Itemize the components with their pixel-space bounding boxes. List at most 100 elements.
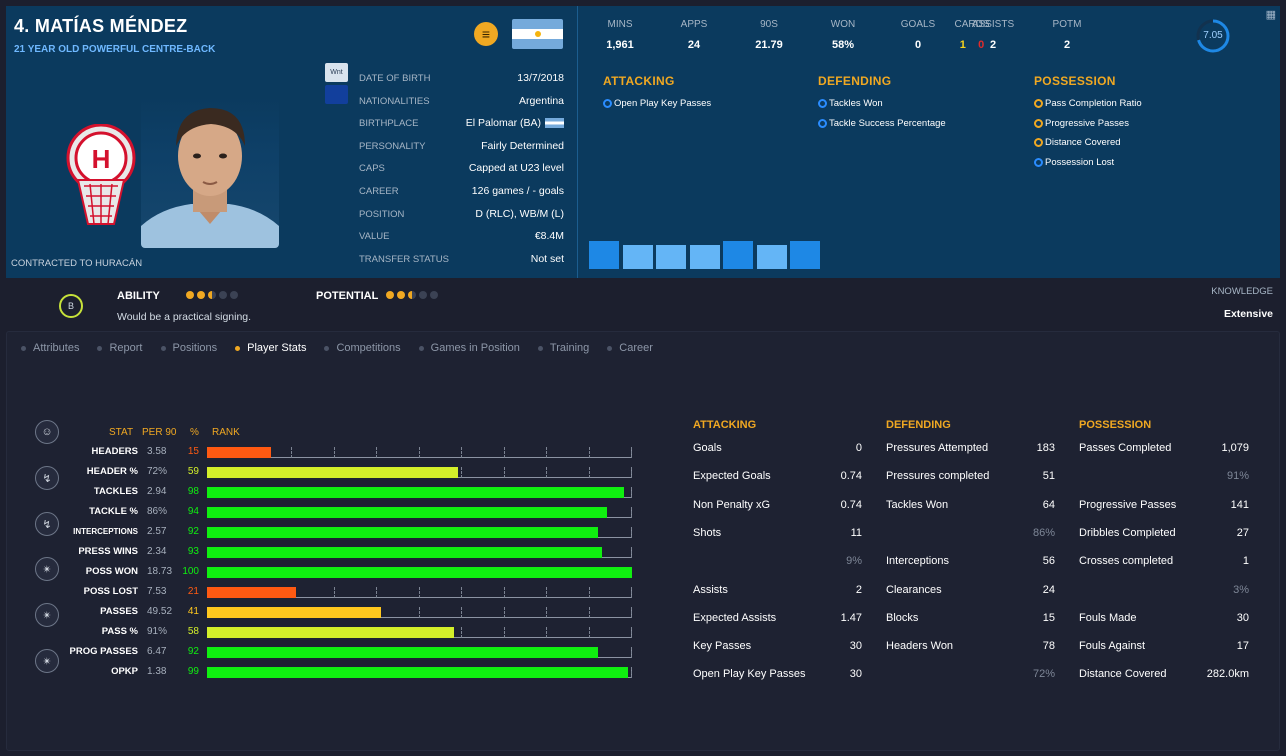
detail-stat-value: 64 [1042,498,1055,511]
rank-bar-fill[interactable] [207,627,454,638]
rank-bar-tick [376,587,377,598]
rank-bar-fill[interactable] [207,607,382,618]
form-bar[interactable] [790,241,820,269]
highlight-item[interactable]: Distance Covered [1034,137,1121,148]
rank-bar-track [207,567,632,578]
highlight-item[interactable]: Open Play Key Passes [603,98,711,109]
rank-per90-value: 18.73 [147,566,173,577]
rank-bar-fill[interactable] [207,447,271,458]
highlight-item[interactable]: Pass Completion Ratio [1034,98,1142,109]
rank-bar-fill[interactable] [207,647,598,658]
eu-flag-icon[interactable] [325,85,348,104]
rank-bar-fill[interactable] [207,567,632,578]
rank-stat-label: TACKLE % [89,506,138,517]
detail-stat-value: 183 [1036,442,1055,454]
detail-stat-value: 78 [1042,640,1055,653]
tab-career[interactable]: Career [607,342,653,354]
detail-stat-value: 0.74 [840,470,862,483]
tab-attributes[interactable]: Attributes [21,342,79,354]
rank-bar-tick [631,447,632,458]
highlight-dot-icon [1034,158,1043,168]
tab-training[interactable]: Training [537,342,589,354]
info-value: 126 games / - goals [471,185,564,197]
tab-label: Competitions [336,342,401,354]
progressive-pass-icon[interactable]: ✴ [35,649,59,673]
rank-bar-fill[interactable] [207,487,624,498]
ability-stars [186,291,238,299]
highlight-possession-title: POSSESSION [1034,74,1116,88]
passing-icon[interactable]: ✴ [35,603,59,627]
detail-stat-value: 56 [1042,555,1055,568]
rank-percentile-value: 92 [187,526,199,537]
tab-competitions[interactable]: Competitions [324,342,401,354]
rank-bar-fill[interactable] [207,547,603,558]
rank-per90-value: 1.38 [147,666,167,677]
col-rank-header: RANK [212,427,240,438]
highlight-dot-icon [1034,99,1043,108]
rank-bar-fill[interactable] [207,587,297,598]
highlight-item[interactable]: Progressive Passes [1034,118,1129,129]
knowledge-label: KNOWLEDGE [1211,286,1273,297]
rank-stat-label: PROG PASSES [69,646,138,657]
rank-bar-track [207,547,632,558]
club-crest-icon[interactable]: H [64,124,138,232]
form-bar[interactable] [589,241,619,269]
form-bar[interactable] [689,245,720,269]
detail-stat-label: Distance Covered [1079,668,1167,681]
rank-bar-tick [631,667,632,678]
highlight-item[interactable]: Possession Lost [1034,157,1114,168]
tackling-icon[interactable]: ↯ [35,512,59,536]
rank-bar-track [207,647,632,658]
player-profile-icon[interactable]: ☺ [35,420,59,444]
rank-bar-fill[interactable] [207,467,458,478]
rank-percentile-value: 15 [187,446,199,457]
rank-bar-tick [588,467,590,478]
rank-bar-tick [546,447,547,458]
rank-percentile-value: 92 [187,646,199,657]
detail-stat-value: 2 [855,583,862,596]
info-value: €8.4M [534,230,564,243]
highlight-item[interactable]: Tackle Success Percentage [818,118,946,129]
highlight-item[interactable]: Tackles Won [818,98,883,109]
rank-bar-fill[interactable] [207,527,598,538]
tab-report[interactable]: Report [97,342,143,354]
argentina-flag-icon[interactable] [512,19,563,49]
rank-bar-track [207,487,632,498]
form-bar[interactable] [656,245,686,269]
detail-stat-value: 1 [1242,555,1249,568]
rank-bar-fill[interactable] [207,507,607,518]
rank-bar-fill[interactable] [207,667,628,678]
yellow-cards: 1 [959,39,966,51]
rank-bar-tick [546,587,547,598]
highlight-dot-icon [1034,138,1043,148]
rank-bar-track [207,467,632,478]
tab-positions[interactable]: Positions [160,342,217,354]
tab-dot-icon [418,345,424,351]
form-bar[interactable] [622,245,653,269]
rank-percentile-value: 58 [187,626,199,637]
tab-games-in-position[interactable]: Games in Position [418,342,520,354]
player-portrait[interactable] [141,96,279,248]
potential-star-icon [419,291,427,299]
rank-stat-label: HEADERS [91,446,138,457]
info-label: CAREER [359,186,399,197]
tab-player-stats[interactable]: Player Stats [235,342,306,354]
rank-per90-value: 3.58 [147,446,167,457]
summary-label: GOALS [900,19,936,30]
summary-value: 21.79 [755,39,783,51]
info-value: 13/7/2018 [517,72,564,84]
contract-status[interactable]: CONTRACTED TO HURACÁN [11,258,143,269]
pressing-icon[interactable]: ✴ [35,557,59,581]
ability-star-icon [219,291,227,299]
detail-stat-value: 30 [849,640,862,653]
recommendation-grade-badge[interactable]: B [59,294,83,318]
heading-icon[interactable]: ↯ [35,466,59,490]
role-menu-icon[interactable]: ≡ [474,22,498,46]
summary-label: MINS [607,19,633,30]
form-bar[interactable] [723,241,753,269]
average-rating-ring[interactable] [1195,18,1231,54]
form-bar[interactable] [756,245,787,269]
work-permit-badge[interactable]: Wnt [325,63,348,82]
options-icon[interactable]: ▦ [1265,9,1276,21]
ability-star-icon [186,291,194,299]
